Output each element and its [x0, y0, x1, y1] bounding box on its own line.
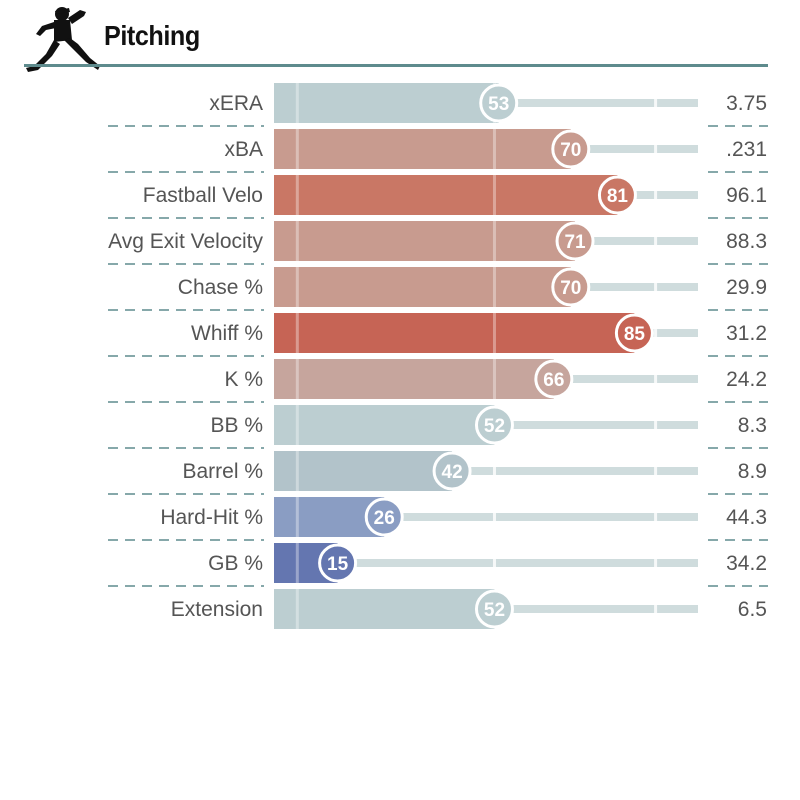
- percentile-bar: [274, 451, 453, 491]
- track-tick: [654, 99, 658, 107]
- percentile-circle: [597, 175, 637, 215]
- metric-value: 3.75: [726, 92, 767, 115]
- bar-track: [274, 467, 698, 475]
- bar-guide: [492, 221, 496, 261]
- metric-label: Hard-Hit %: [160, 506, 263, 529]
- percentile-circle: [479, 83, 519, 123]
- bar-guide: [295, 359, 299, 399]
- section-header: Pitching: [24, 0, 768, 72]
- percentile-label: 70: [560, 140, 581, 161]
- bar-guide: [492, 175, 496, 215]
- bar-guide: [295, 405, 299, 445]
- percentile-bar: [274, 359, 554, 399]
- percentile-label: 70: [560, 278, 581, 299]
- track-tick: [492, 513, 496, 521]
- percentile-label: 52: [484, 416, 505, 437]
- metric-value: 96.1: [726, 184, 767, 207]
- bar-track: [274, 513, 698, 521]
- metric-label: BB %: [210, 414, 263, 437]
- metric-value: 6.5: [738, 598, 767, 621]
- percentile-circle: [474, 405, 514, 445]
- metric-label: Barrel %: [182, 460, 263, 483]
- track-tick: [654, 513, 658, 521]
- percentile-label: 42: [442, 462, 463, 483]
- header-rule: [24, 64, 768, 67]
- metric-label: xBA: [224, 138, 263, 161]
- percentile-circle: [474, 589, 514, 629]
- bar-guide: [492, 313, 496, 353]
- metric-label: K %: [224, 368, 263, 391]
- metric-label: GB %: [208, 552, 263, 575]
- percentile-label: 52: [484, 600, 505, 621]
- track-tick: [654, 283, 658, 291]
- bar-guide: [492, 267, 496, 307]
- percentile-circle: [551, 129, 591, 169]
- metric-value: 29.9: [726, 276, 767, 299]
- bar-guide: [295, 543, 299, 583]
- track-tick: [654, 329, 658, 337]
- percentile-bar: [274, 83, 499, 123]
- percentile-circle: [614, 313, 654, 353]
- metric-label: Avg Exit Velocity: [108, 230, 263, 253]
- bar-guide: [492, 359, 496, 399]
- percentile-bar: [274, 129, 571, 169]
- metric-label: Whiff %: [191, 322, 263, 345]
- bar-guide: [295, 267, 299, 307]
- bar-track: [274, 559, 698, 567]
- bar-guide: [295, 175, 299, 215]
- percentile-circle: [432, 451, 472, 491]
- pitcher-silhouette-icon: [26, 7, 100, 72]
- metric-label: xERA: [209, 92, 263, 115]
- percentile-label: 71: [564, 232, 586, 253]
- page-title: Pitching: [104, 20, 200, 51]
- track-tick: [654, 191, 658, 199]
- bar-guide: [295, 451, 299, 491]
- metric-value: 44.3: [726, 506, 767, 529]
- metric-value: 8.3: [738, 414, 767, 437]
- percentile-label: 26: [374, 508, 395, 529]
- metric-value: 8.9: [738, 460, 767, 483]
- percentile-label: 85: [624, 324, 646, 345]
- percentile-circle: [364, 497, 404, 537]
- metric-label: Extension: [171, 598, 263, 621]
- percentile-circle: [555, 221, 595, 261]
- percentile-bar: [274, 175, 618, 215]
- percentile-circle: [551, 267, 591, 307]
- bar-guide: [492, 129, 496, 169]
- percentile-circle: [534, 359, 574, 399]
- percentile-bar: [274, 405, 495, 445]
- track-tick: [654, 559, 658, 567]
- track-tick: [654, 375, 658, 383]
- track-tick: [654, 467, 658, 475]
- percentile-label: 15: [327, 554, 349, 575]
- percentile-label: 66: [543, 370, 564, 391]
- metric-value: 88.3: [726, 230, 767, 253]
- bar-guide: [295, 221, 299, 261]
- percentile-label: 53: [488, 94, 509, 115]
- track-tick: [654, 605, 658, 613]
- percentile-label: 81: [607, 186, 629, 207]
- track-tick: [492, 559, 496, 567]
- bar-guide: [295, 83, 299, 123]
- metric-label: Chase %: [178, 276, 263, 299]
- metric-value: .231: [726, 138, 767, 161]
- bar-guide: [295, 129, 299, 169]
- percentile-circle: [318, 543, 358, 583]
- bar-guide: [295, 313, 299, 353]
- metric-label: Fastball Velo: [143, 184, 263, 207]
- bar-guide: [295, 589, 299, 629]
- percentile-bar: [274, 221, 576, 261]
- track-tick: [654, 421, 658, 429]
- percentile-bar: [274, 267, 571, 307]
- track-tick: [492, 467, 496, 475]
- metric-value: 34.2: [726, 552, 767, 575]
- track-tick: [654, 145, 658, 153]
- bar-guide: [295, 497, 299, 537]
- metric-value: 31.2: [726, 322, 767, 345]
- track-tick: [654, 237, 658, 245]
- percentile-bar: [274, 313, 635, 353]
- percentile-bar: [274, 589, 495, 629]
- metric-value: 24.2: [726, 368, 767, 391]
